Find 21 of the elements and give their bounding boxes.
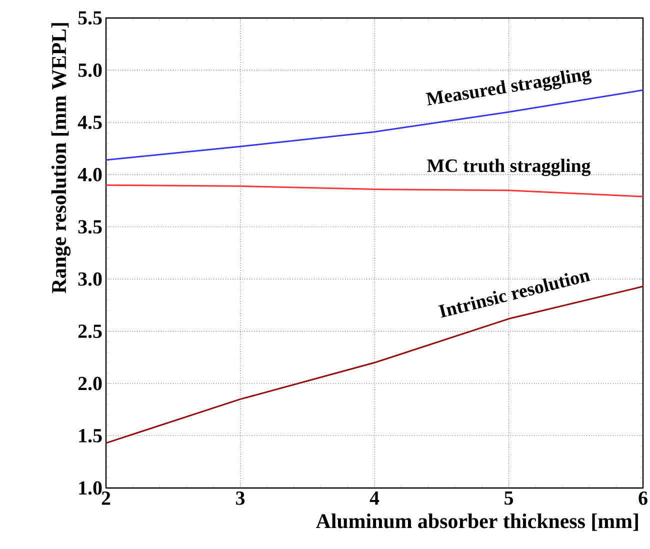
y-tick-label: 2.0	[78, 376, 102, 390]
annotation: MC truth straggling	[427, 158, 591, 176]
x-tick-label: 5	[504, 492, 514, 505]
y-tick-label: 1.5	[79, 429, 102, 442]
y-tick-label: 5.5	[78, 11, 102, 25]
x-tick-label: 4	[370, 492, 380, 505]
y-tick-label: 5.0	[78, 63, 102, 77]
x-axis-title: Aluminum absorber thickness [mm]	[316, 514, 638, 531]
y-axis-title: Range resolution [mm WEPL]	[51, 23, 70, 294]
annotation: Measured straggling	[426, 70, 592, 106]
annotation: Intrinsic resolution	[438, 272, 591, 318]
y-tick-label: 4.0	[78, 168, 102, 182]
y-tick-label: 3.5	[78, 220, 102, 234]
x-tick-label: 2	[102, 492, 110, 505]
y-tick-label: 4.5	[78, 116, 102, 130]
y-tick-label: 3.0	[78, 272, 102, 286]
y-tick-label: 2.5	[78, 324, 102, 338]
line-series	[105, 184, 644, 198]
y-tick-label: 1.0	[79, 481, 102, 495]
x-tick-label: 6	[638, 492, 648, 505]
x-tick-label: 3	[236, 492, 245, 505]
